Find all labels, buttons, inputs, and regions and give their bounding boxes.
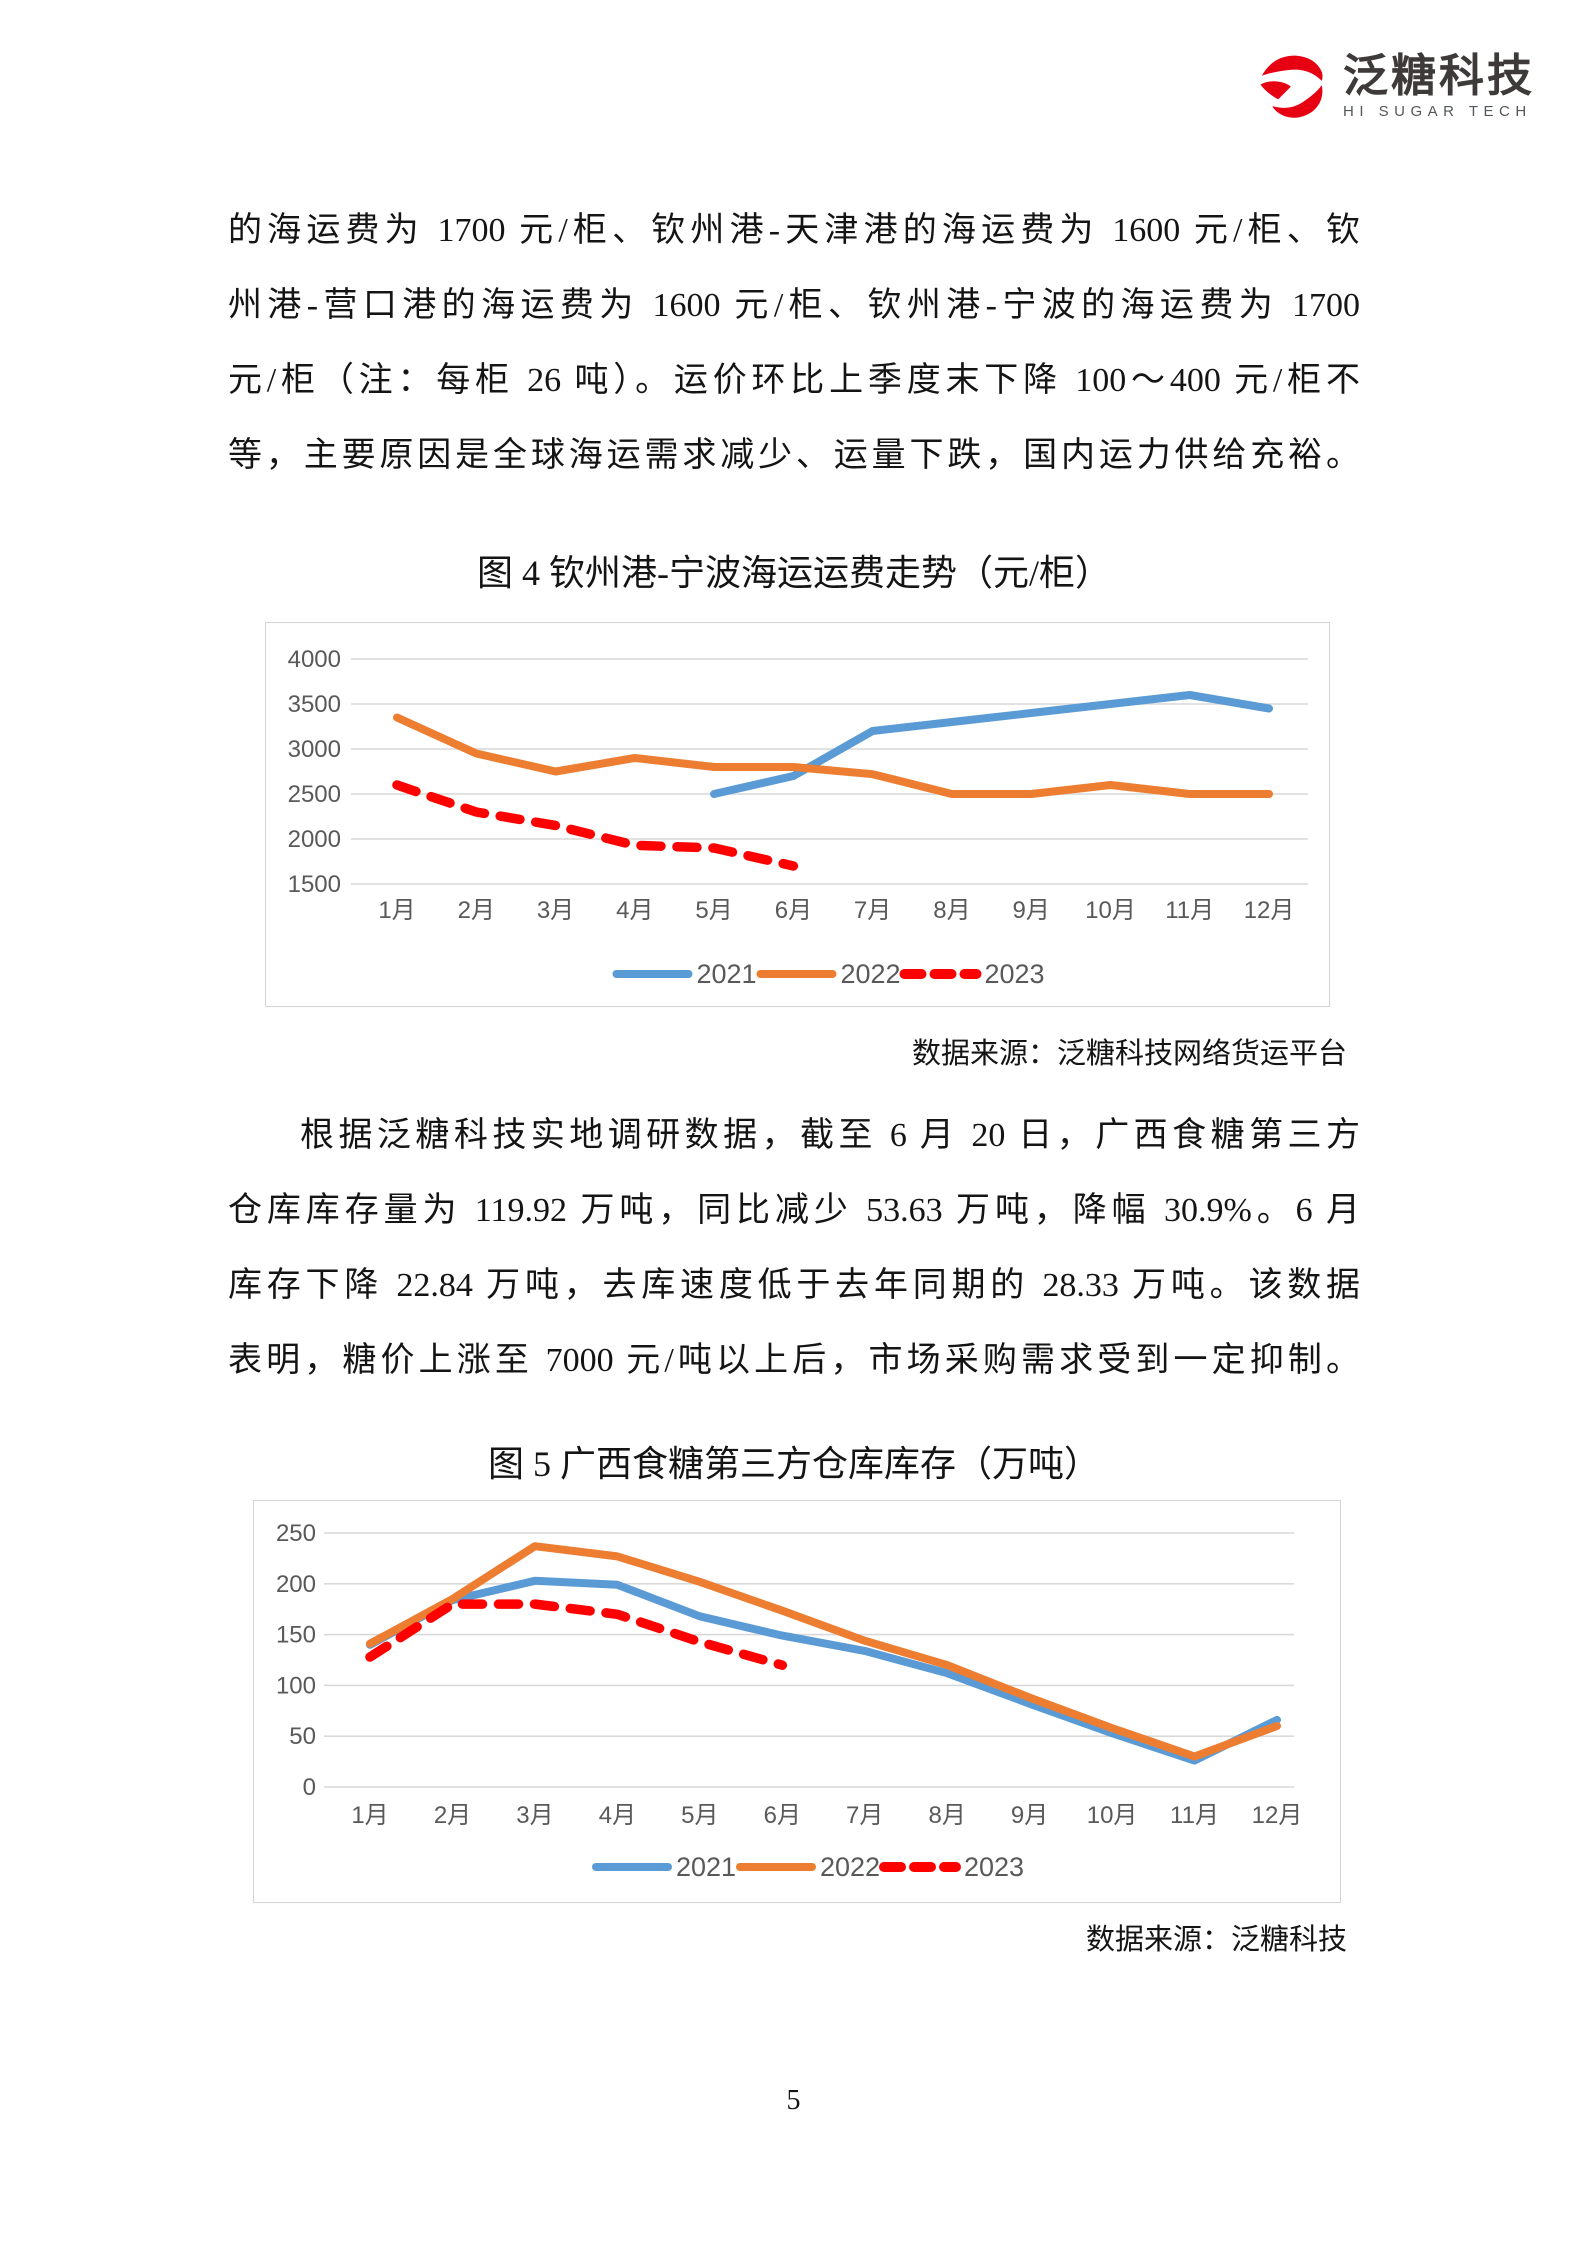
x-axis-tick: 12月	[1244, 897, 1295, 924]
paragraph-line: 州港-营口港的海运费为 1600 元/柜、钦州港-宁波的海运费为 1700	[228, 287, 1360, 324]
figure4-line-chart: 1500 2000 2500 3000 3500 4000 1月 2月 3月 4月 5月 6月 7月 8月…	[265, 622, 1330, 1007]
paragraph-line: 库存下降 22.84 万吨，去库速度低于去年同期的 28.33 万吨。该数据	[228, 1267, 1360, 1304]
series-2021-line	[710, 691, 1273, 798]
x-axis-tick: 9月	[1011, 1802, 1048, 1829]
logo-text: 泛糖科技 HI SUGAR TECH	[1342, 49, 1535, 121]
series-2022-line	[366, 1542, 1281, 1761]
legend-label-2022: 2022	[820, 1852, 880, 1882]
x-axis-tick: 5月	[695, 897, 732, 924]
x-axis-tick: 8月	[929, 1802, 966, 1829]
chart-svg: 1500 2000 2500 3000 3500 4000 1月 2月 3月 4月 5月 6月 7月 8月…	[288, 646, 1308, 989]
figure5-data-source: 数据来源：泛糖科技	[1085, 1924, 1347, 1956]
paragraph-line: 元/柜（注：每柜 26 吨）。运价环比上季度末下降 100～400 元/柜不	[228, 362, 1360, 399]
x-axis-tick: 4月	[599, 1802, 636, 1829]
x-axis-tick: 10月	[1085, 897, 1136, 924]
legend-label-2021: 2021	[676, 1852, 736, 1882]
company-logo: 泛糖科技 HI SUGAR TECH	[1253, 40, 1535, 132]
series-2021-line	[366, 1576, 1281, 1765]
x-axis-tick: 9月	[1013, 897, 1050, 924]
hi-sugar-tech-logo-icon	[1260, 55, 1323, 118]
x-axis-tick: 11月	[1170, 1802, 1219, 1829]
x-axis-tick: 7月	[854, 897, 891, 924]
legend-label-2023: 2023	[964, 1852, 1024, 1882]
y-axis-tick: 200	[276, 1571, 316, 1598]
x-axis-tick: 8月	[933, 897, 970, 924]
legend-label-2022: 2022	[841, 959, 901, 989]
brand-name-cn: 泛糖科技	[1342, 49, 1535, 101]
y-axis-tick: 100	[276, 1672, 316, 1699]
paragraph-line: 等，主要原因是全球海运需求减少、运量下跌，国内运力供给充裕。	[228, 437, 1360, 474]
y-axis-tick: 1500	[288, 871, 341, 898]
y-axis-tick: 250	[276, 1520, 316, 1547]
y-axis-tick: 2500	[288, 781, 341, 808]
x-axis-tick: 12月	[1252, 1802, 1303, 1829]
x-axis-tick: 6月	[764, 1802, 801, 1829]
paragraph-line: 仓库库存量为 119.92 万吨，同比减少 53.63 万吨，降幅 30.9%。…	[228, 1192, 1360, 1229]
paragraph-warehouse-inventory: 根据泛糖科技实地调研数据，截至 6 月 20 日，广西食糖第三方仓库库存量为 1…	[228, 1098, 1360, 1398]
y-axis-tick: 4000	[288, 646, 341, 673]
figure4-title: 图 4 钦州港-宁波海运运费走势（元/柜）	[477, 553, 1111, 593]
legend-label-2023: 2023	[985, 959, 1045, 989]
x-axis-tick: 3月	[537, 897, 574, 924]
x-axis-tick: 2月	[434, 1802, 471, 1829]
series-2023-line	[392, 780, 799, 871]
paragraph-line: 的海运费为 1700 元/柜、钦州港-天津港的海运费为 1600 元/柜、钦	[228, 212, 1360, 249]
x-axis-tick: 10月	[1087, 1802, 1138, 1829]
x-axis-tick: 1月	[378, 897, 415, 924]
x-axis-tick: 6月	[775, 897, 812, 924]
y-axis-tick: 0	[303, 1774, 316, 1801]
legend-label-2021: 2021	[697, 959, 757, 989]
series-2022-line	[393, 713, 1273, 798]
y-axis-tick: 3500	[288, 691, 341, 718]
x-axis-tick: 1月	[351, 1802, 388, 1829]
page-number: 5	[786, 2085, 801, 2116]
paragraph-line: 表明，糖价上涨至 7000 元/吨以上后，市场采购需求受到一定抑制。	[228, 1342, 1360, 1379]
paragraph-freight-rates: 的海运费为 1700 元/柜、钦州港-天津港的海运费为 1600 元/柜、钦 州港…	[228, 193, 1360, 493]
y-axis-tick: 150	[276, 1622, 316, 1649]
chart-svg: 0 50 100 150 200 250 1月 2月 3月 4月 5月 6月 7月 8月 9月 10月 11月 1…	[276, 1520, 1303, 1882]
x-axis-tick: 7月	[846, 1802, 883, 1829]
brand-name-en: HI SUGAR TECH	[1342, 103, 1532, 121]
y-axis-tick: 50	[289, 1723, 316, 1750]
x-axis-tick: 4月	[616, 897, 653, 924]
y-axis-tick: 3000	[288, 736, 341, 763]
x-axis-tick: 5月	[681, 1802, 718, 1829]
x-axis-tick: 3月	[516, 1802, 553, 1829]
figure5-line-chart: 0 50 100 150 200 250 1月 2月 3月 4月 5月 6月 7月 8月 9月 10月 11月 1…	[253, 1500, 1341, 1903]
figure5-title: 图 5 广西食糖第三方仓库库存（万吨）	[487, 1444, 1100, 1484]
paragraph-line: 根据泛糖科技实地调研数据，截至 6 月 20 日，广西食糖第三方	[300, 1117, 1360, 1154]
figure4-data-source: 数据来源：泛糖科技网络货运平台	[911, 1038, 1347, 1070]
x-axis-tick: 11月	[1165, 897, 1214, 924]
y-axis-tick: 2000	[288, 826, 341, 853]
x-axis-tick: 2月	[458, 897, 495, 924]
series-2023-line	[365, 1599, 788, 1670]
